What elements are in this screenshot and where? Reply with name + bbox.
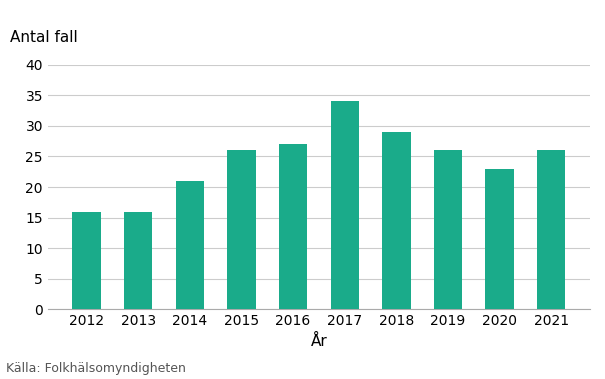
- Bar: [330, 102, 359, 309]
- Bar: [73, 211, 101, 309]
- Text: Antal fall: Antal fall: [10, 30, 77, 45]
- Bar: [124, 211, 152, 309]
- Bar: [485, 169, 514, 309]
- Bar: [434, 150, 462, 309]
- Bar: [537, 150, 565, 309]
- Text: Källa: Folkhälsomyndigheten: Källa: Folkhälsomyndigheten: [6, 362, 186, 375]
- Bar: [279, 144, 307, 309]
- Bar: [175, 181, 204, 309]
- Bar: [382, 132, 411, 309]
- X-axis label: År: År: [310, 334, 327, 349]
- Bar: [227, 150, 256, 309]
